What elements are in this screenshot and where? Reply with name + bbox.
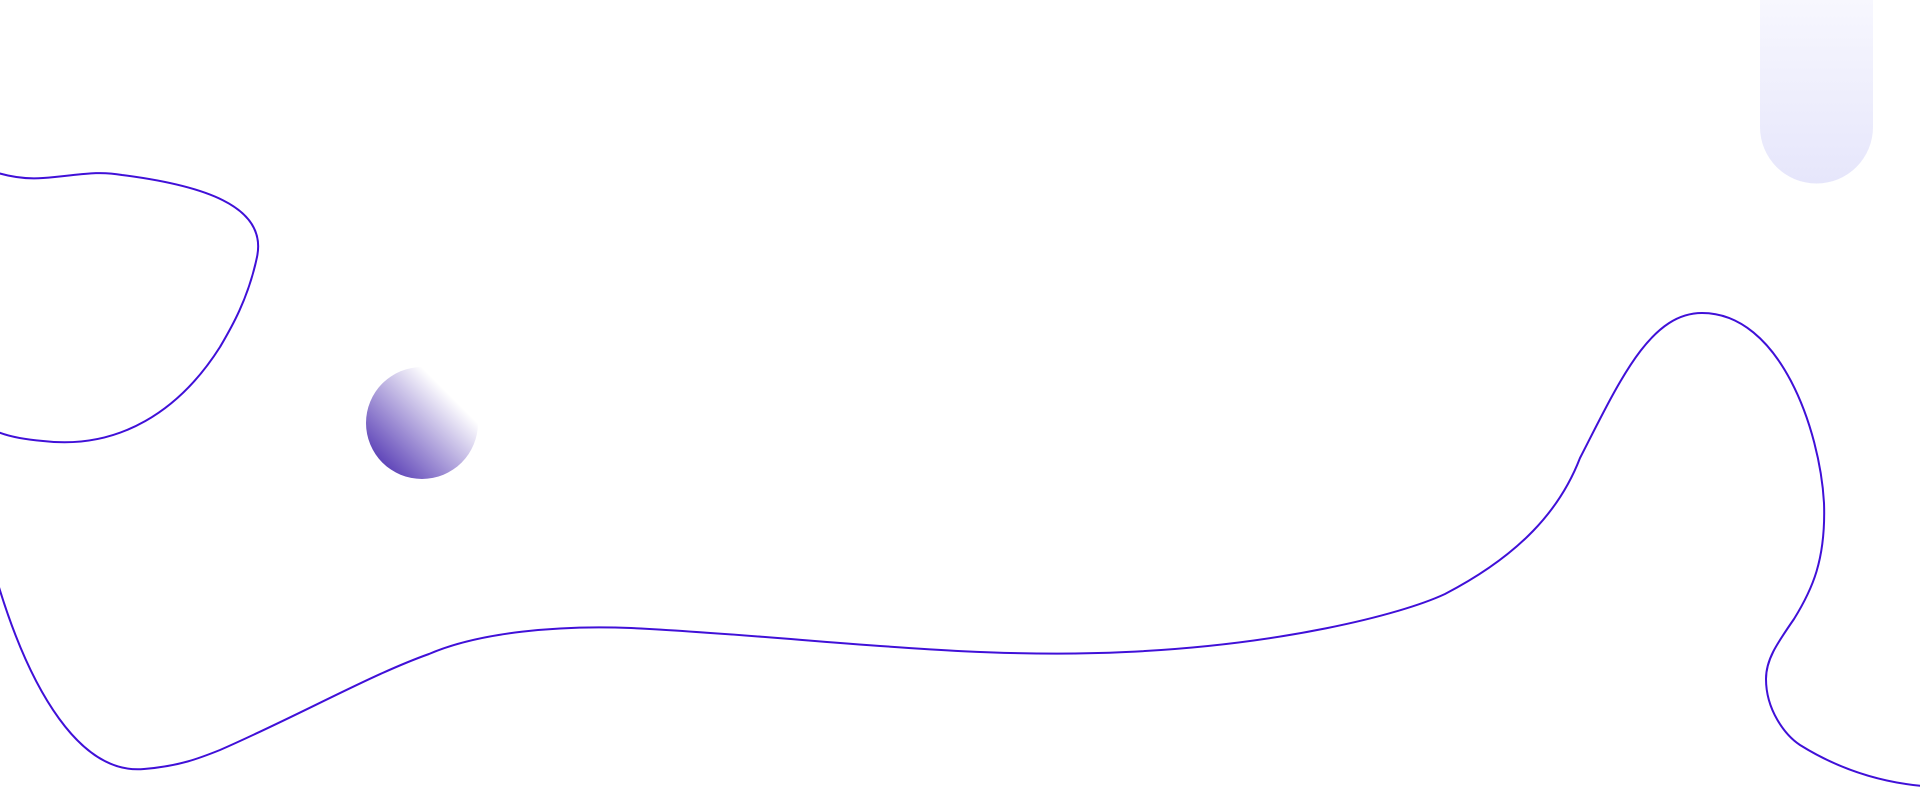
gradient-circle [366, 367, 478, 479]
wavy-line-bottom [0, 311, 1920, 787]
gradient-pill [1760, 0, 1873, 184]
wavy-line-top-left [0, 172, 260, 444]
